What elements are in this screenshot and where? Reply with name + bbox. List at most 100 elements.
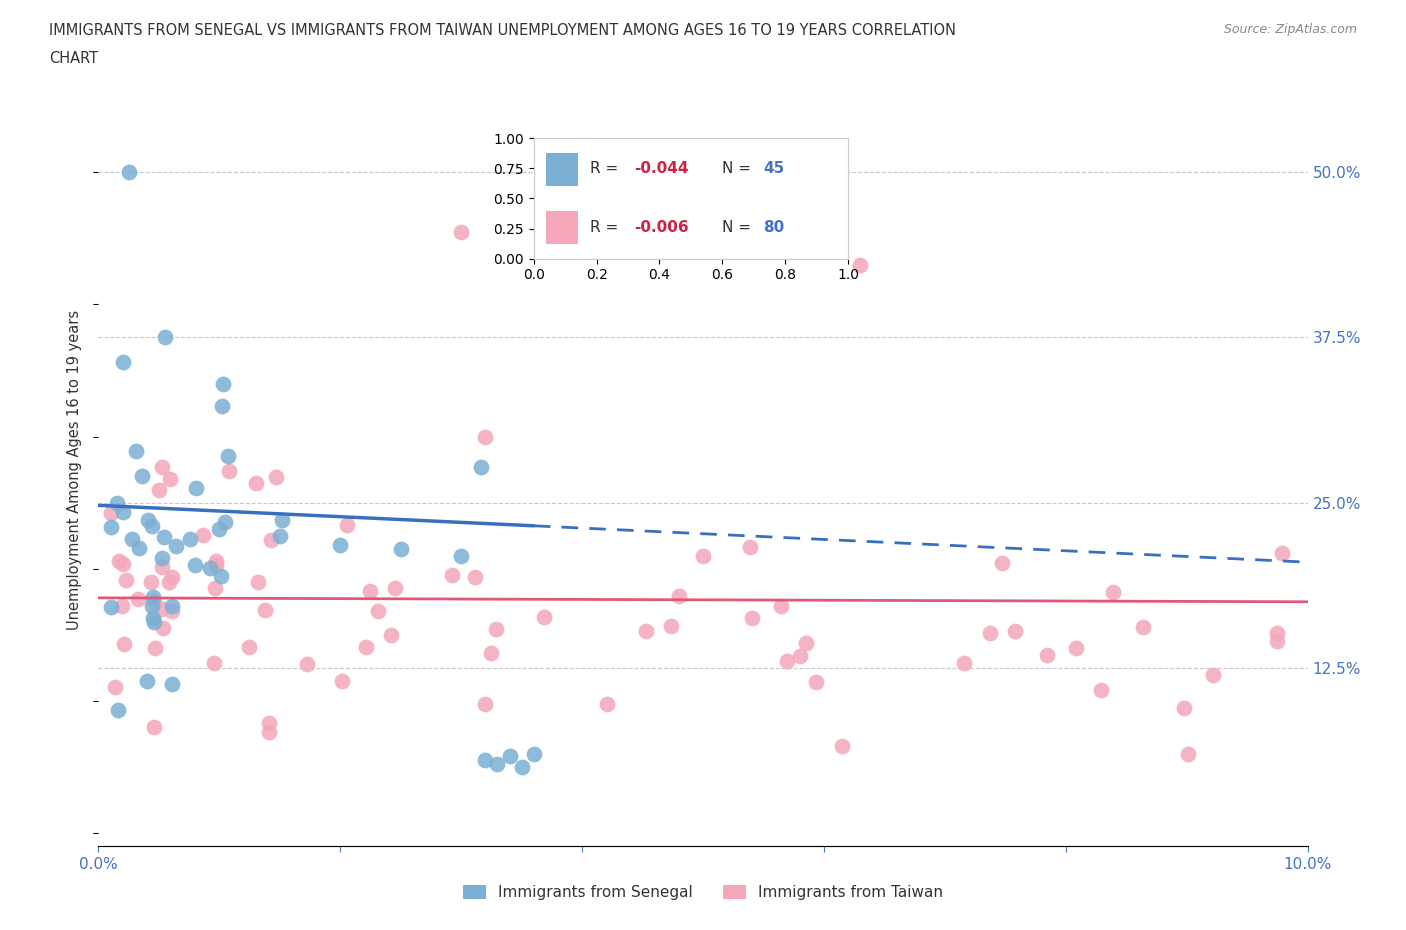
Point: [295, 657, 318, 671]
Point: [354, 639, 377, 654]
Point: [211, 399, 233, 414]
Point: [159, 472, 181, 486]
Point: [214, 514, 236, 529]
Point: [157, 575, 180, 590]
Point: [111, 599, 134, 614]
Point: [141, 519, 163, 534]
Point: [142, 611, 165, 626]
Point: [131, 469, 153, 484]
Point: [264, 469, 287, 484]
Point: [257, 724, 280, 739]
Point: [389, 541, 412, 556]
Point: [336, 517, 359, 532]
Point: [150, 560, 173, 575]
Point: [806, 675, 828, 690]
Point: [831, 739, 853, 754]
Point: [112, 354, 135, 369]
Point: [112, 505, 135, 520]
Point: [112, 636, 135, 651]
Point: [485, 621, 508, 636]
Point: [160, 569, 183, 584]
Point: [253, 603, 276, 618]
Point: [179, 531, 201, 546]
Point: [533, 609, 555, 624]
Point: [148, 483, 170, 498]
Point: [380, 628, 402, 643]
Point: [153, 330, 176, 345]
Point: [204, 580, 226, 595]
Point: [118, 165, 141, 179]
Point: [184, 557, 207, 572]
Point: [1173, 700, 1195, 715]
Point: [160, 676, 183, 691]
Point: [184, 481, 207, 496]
Point: [440, 568, 463, 583]
Point: [1064, 641, 1087, 656]
Point: [479, 645, 502, 660]
Point: [202, 656, 225, 671]
Point: [160, 599, 183, 614]
Point: [107, 553, 129, 568]
Point: [1271, 545, 1294, 560]
Point: [143, 615, 166, 630]
Point: [191, 527, 214, 542]
Point: [991, 555, 1014, 570]
Point: [770, 598, 793, 613]
Point: [794, 635, 817, 650]
Point: [107, 703, 129, 718]
Text: Source: ZipAtlas.com: Source: ZipAtlas.com: [1223, 23, 1357, 36]
Point: [218, 463, 240, 478]
Point: [330, 673, 353, 688]
Point: [141, 575, 163, 590]
Point: [143, 640, 166, 655]
Point: [270, 512, 292, 527]
Point: [245, 475, 267, 490]
Point: [596, 697, 619, 711]
Point: [127, 591, 149, 606]
Point: [1004, 623, 1026, 638]
Point: [668, 589, 690, 604]
Point: [1132, 619, 1154, 634]
Point: [738, 540, 761, 555]
Point: [150, 551, 173, 565]
Point: [384, 581, 406, 596]
Point: [1265, 626, 1288, 641]
Point: [450, 548, 472, 563]
Point: [136, 512, 159, 527]
Point: [142, 590, 165, 604]
Point: [150, 459, 173, 474]
Point: [111, 556, 134, 571]
Point: [135, 673, 157, 688]
Point: [329, 538, 352, 552]
Point: [105, 496, 128, 511]
Point: [659, 619, 682, 634]
Point: [217, 448, 239, 463]
Point: [208, 522, 231, 537]
Point: [198, 561, 221, 576]
Point: [238, 640, 260, 655]
Point: [141, 599, 163, 614]
Point: [776, 654, 799, 669]
Point: [1265, 633, 1288, 648]
Point: [150, 602, 173, 617]
Point: [450, 224, 472, 239]
Legend: Immigrants from Senegal, Immigrants from Taiwan: Immigrants from Senegal, Immigrants from…: [457, 879, 949, 907]
Point: [523, 747, 546, 762]
Point: [741, 611, 763, 626]
Point: [212, 377, 235, 392]
Point: [498, 749, 520, 764]
Point: [692, 548, 714, 563]
Point: [510, 760, 533, 775]
Point: [128, 540, 150, 555]
Text: IMMIGRANTS FROM SENEGAL VS IMMIGRANTS FROM TAIWAN UNEMPLOYMENT AMONG AGES 16 TO : IMMIGRANTS FROM SENEGAL VS IMMIGRANTS FR…: [49, 23, 956, 38]
Point: [209, 569, 232, 584]
Point: [470, 459, 492, 474]
Point: [486, 757, 509, 772]
Point: [205, 558, 228, 573]
Point: [474, 753, 496, 768]
Point: [259, 715, 281, 730]
Point: [1101, 585, 1123, 600]
Point: [260, 533, 283, 548]
Point: [474, 429, 496, 444]
Point: [246, 575, 269, 590]
